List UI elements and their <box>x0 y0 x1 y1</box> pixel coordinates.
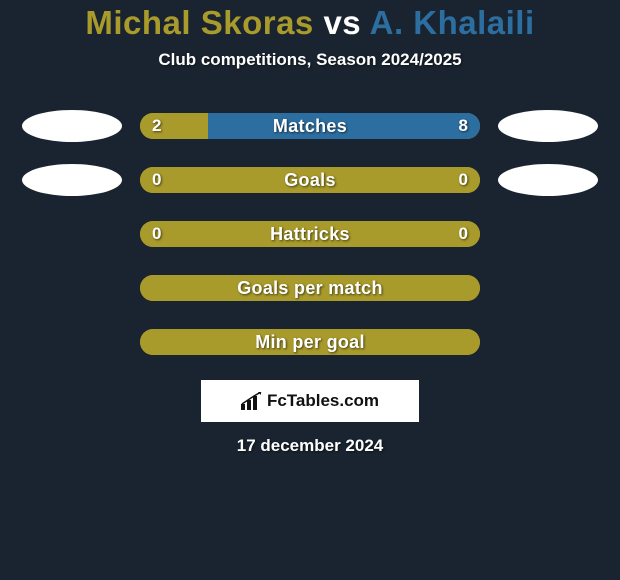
player2-avatar-oval <box>498 110 598 142</box>
brand-chart-icon <box>241 392 263 410</box>
title-player2: A. Khalaili <box>370 4 535 41</box>
stat-row: Min per goal <box>0 326 620 358</box>
title-row: Michal Skoras vs A. Khalaili <box>0 4 620 42</box>
stats-list: 28Matches 00Goals 00Hattricks Goals per mat… <box>0 110 620 358</box>
stat-bar: 00Goals <box>140 167 480 193</box>
stat-bar: 28Matches <box>140 113 480 139</box>
stat-label: Hattricks <box>140 221 480 247</box>
player1-avatar-oval <box>22 164 122 196</box>
title-player1: Michal Skoras <box>85 4 313 41</box>
stat-label: Min per goal <box>140 329 480 355</box>
stat-bar: 00Hattricks <box>140 221 480 247</box>
stat-bar: Min per goal <box>140 329 480 355</box>
brand-box: FcTables.com <box>201 380 419 422</box>
comparison-infographic: Michal Skoras vs A. Khalaili Club compet… <box>0 0 620 456</box>
stat-row: Goals per match <box>0 272 620 304</box>
stat-label: Goals per match <box>140 275 480 301</box>
date-text: 17 december 2024 <box>0 436 620 456</box>
player2-avatar-oval <box>498 164 598 196</box>
stat-row: 00Hattricks <box>0 218 620 250</box>
player1-avatar-oval <box>22 110 122 142</box>
stat-row: 28Matches <box>0 110 620 142</box>
stat-label: Goals <box>140 167 480 193</box>
subtitle: Club competitions, Season 2024/2025 <box>0 50 620 70</box>
brand-text: FcTables.com <box>267 391 379 411</box>
stat-label: Matches <box>140 113 480 139</box>
title-vs: vs <box>314 4 370 41</box>
stat-bar: Goals per match <box>140 275 480 301</box>
stat-row: 00Goals <box>0 164 620 196</box>
